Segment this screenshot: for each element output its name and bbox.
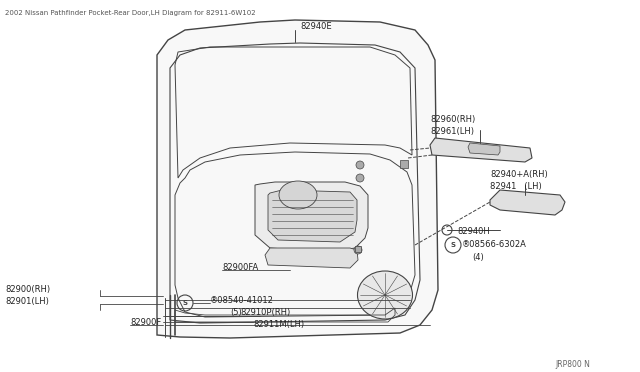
Text: 82900FA: 82900FA bbox=[222, 263, 259, 272]
Circle shape bbox=[356, 161, 364, 169]
Text: S: S bbox=[182, 300, 188, 306]
Polygon shape bbox=[490, 190, 565, 215]
Text: 82961(LH): 82961(LH) bbox=[430, 127, 474, 136]
Text: S: S bbox=[451, 242, 456, 248]
Text: (5): (5) bbox=[230, 308, 242, 317]
Text: 82900(RH): 82900(RH) bbox=[5, 285, 50, 294]
Polygon shape bbox=[468, 143, 500, 155]
Bar bbox=[355, 246, 361, 252]
Polygon shape bbox=[430, 138, 532, 162]
Bar bbox=[400, 160, 408, 168]
Text: 82940H: 82940H bbox=[457, 227, 490, 236]
Ellipse shape bbox=[358, 271, 413, 319]
Text: JRP800 N: JRP800 N bbox=[555, 360, 590, 369]
Text: 82940E: 82940E bbox=[300, 22, 332, 31]
Text: 2002 Nissan Pathfinder Pocket-Rear Door,LH Diagram for 82911-6W102: 2002 Nissan Pathfinder Pocket-Rear Door,… bbox=[5, 10, 255, 16]
Polygon shape bbox=[268, 190, 357, 242]
Circle shape bbox=[356, 174, 364, 182]
Polygon shape bbox=[265, 248, 358, 268]
Text: 82941   (LH): 82941 (LH) bbox=[490, 182, 541, 191]
Text: 82900F: 82900F bbox=[130, 318, 161, 327]
Text: ®08566-6302A: ®08566-6302A bbox=[462, 240, 527, 249]
Ellipse shape bbox=[279, 181, 317, 209]
Polygon shape bbox=[157, 20, 438, 338]
Text: ®08540-41012: ®08540-41012 bbox=[210, 296, 274, 305]
Polygon shape bbox=[255, 182, 368, 252]
Text: 82910P(RH): 82910P(RH) bbox=[240, 308, 291, 317]
Text: (4): (4) bbox=[472, 253, 484, 262]
Text: 82960(RH): 82960(RH) bbox=[430, 115, 476, 124]
Text: 82940+A(RH): 82940+A(RH) bbox=[490, 170, 548, 179]
Text: 82911M(LH): 82911M(LH) bbox=[253, 320, 304, 329]
Text: 82901(LH): 82901(LH) bbox=[5, 297, 49, 306]
Circle shape bbox=[354, 246, 362, 254]
